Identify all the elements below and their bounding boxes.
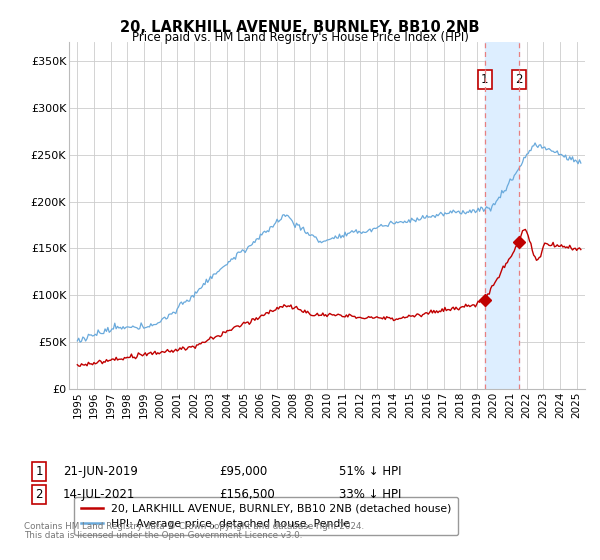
Text: Price paid vs. HM Land Registry's House Price Index (HPI): Price paid vs. HM Land Registry's House … [131,31,469,44]
Text: 2: 2 [35,488,43,501]
Text: 1: 1 [481,73,488,86]
Text: £95,000: £95,000 [219,465,267,478]
Text: 51% ↓ HPI: 51% ↓ HPI [339,465,401,478]
Bar [485,42,519,389]
Text: 21-JUN-2019: 21-JUN-2019 [63,465,138,478]
Text: 14-JUL-2021: 14-JUL-2021 [63,488,136,501]
Text: This data is licensed under the Open Government Licence v3.0.: This data is licensed under the Open Gov… [24,531,302,540]
Text: 1: 1 [35,465,43,478]
Text: Contains HM Land Registry data © Crown copyright and database right 2024.: Contains HM Land Registry data © Crown c… [24,522,364,531]
Text: £156,500: £156,500 [219,488,275,501]
Text: 20, LARKHILL AVENUE, BURNLEY, BB10 2NB: 20, LARKHILL AVENUE, BURNLEY, BB10 2NB [120,20,480,35]
Text: 33% ↓ HPI: 33% ↓ HPI [339,488,401,501]
Text: 2: 2 [515,73,523,86]
Legend: 20, LARKHILL AVENUE, BURNLEY, BB10 2NB (detached house), HPI: Average price, det: 20, LARKHILL AVENUE, BURNLEY, BB10 2NB (… [74,497,458,535]
